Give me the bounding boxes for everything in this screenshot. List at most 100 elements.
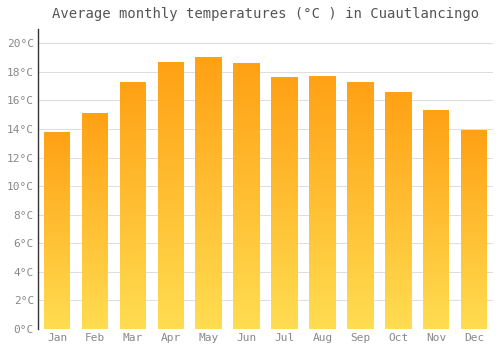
Bar (385, 189, 411, 191)
Bar (196, 122, 222, 125)
Bar (234, 156, 260, 159)
Bar (385, 106, 411, 108)
Bar (423, 124, 450, 126)
Bar (423, 117, 450, 119)
Bar (423, 289, 450, 292)
Bar (44, 183, 70, 185)
Bar (309, 81, 336, 84)
Bar (44, 165, 70, 167)
Bar (461, 228, 487, 230)
Bar (158, 270, 184, 273)
Bar (347, 316, 374, 319)
Bar (196, 247, 222, 250)
Bar (385, 118, 411, 120)
Bar (234, 233, 260, 236)
Bar (272, 291, 298, 294)
Bar (309, 101, 336, 104)
Bar (385, 146, 411, 149)
Bar (44, 218, 70, 220)
Bar (272, 133, 298, 135)
Bar (234, 132, 260, 135)
Bar (309, 84, 336, 86)
Bar (44, 136, 70, 138)
Bar (347, 215, 374, 218)
Bar (461, 237, 487, 240)
Bar (423, 182, 450, 185)
Bar (196, 177, 222, 180)
Bar (272, 281, 298, 284)
Bar (234, 241, 260, 244)
Bar (158, 112, 184, 115)
Bar (158, 195, 184, 198)
Bar (82, 204, 108, 206)
Bar (272, 178, 298, 181)
Bar (120, 129, 146, 131)
Bar (461, 257, 487, 259)
Bar (196, 226, 222, 229)
Bar (461, 327, 487, 329)
Bar (82, 238, 108, 240)
Bar (385, 258, 411, 260)
Bar (196, 106, 222, 109)
Bar (385, 310, 411, 312)
Bar (44, 215, 70, 217)
Bar (234, 305, 260, 308)
Bar (461, 216, 487, 218)
Bar (120, 193, 146, 196)
Bar (82, 262, 108, 264)
Bar (120, 257, 146, 260)
Bar (423, 119, 450, 121)
Bar (120, 188, 146, 190)
Bar (234, 315, 260, 318)
Bar (158, 139, 184, 142)
Bar (272, 148, 298, 150)
Bar (44, 275, 70, 278)
Bar (120, 220, 146, 223)
Bar (44, 193, 70, 195)
Bar (120, 247, 146, 250)
Bar (385, 101, 411, 104)
Bar (44, 203, 70, 205)
Bar (234, 308, 260, 310)
Bar (120, 111, 146, 114)
Bar (82, 271, 108, 273)
Bar (423, 161, 450, 163)
Bar (309, 314, 336, 316)
Bar (461, 158, 487, 160)
Bar (82, 133, 108, 135)
Bar (44, 222, 70, 224)
Bar (196, 318, 222, 321)
Bar (461, 321, 487, 323)
Bar (120, 230, 146, 232)
Bar (120, 208, 146, 210)
Bar (347, 129, 374, 131)
Bar (347, 146, 374, 148)
Bar (423, 292, 450, 294)
Bar (385, 208, 411, 210)
Bar (272, 231, 298, 233)
Bar (44, 181, 70, 183)
Bar (461, 182, 487, 184)
Bar (158, 321, 184, 323)
Bar (309, 240, 336, 243)
Bar (461, 212, 487, 214)
Bar (347, 210, 374, 213)
Bar (120, 144, 146, 146)
Bar (196, 220, 222, 223)
Bar (347, 176, 374, 178)
Bar (461, 152, 487, 154)
Bar (385, 248, 411, 251)
Bar (82, 318, 108, 320)
Bar (272, 226, 298, 228)
Bar (234, 204, 260, 207)
Bar (309, 175, 336, 177)
Bar (423, 248, 450, 250)
Bar (347, 111, 374, 114)
Bar (44, 291, 70, 293)
Bar (461, 200, 487, 202)
Bar (309, 278, 336, 281)
Bar (120, 89, 146, 92)
Bar (158, 176, 184, 179)
Bar (44, 177, 70, 179)
Bar (82, 275, 108, 277)
